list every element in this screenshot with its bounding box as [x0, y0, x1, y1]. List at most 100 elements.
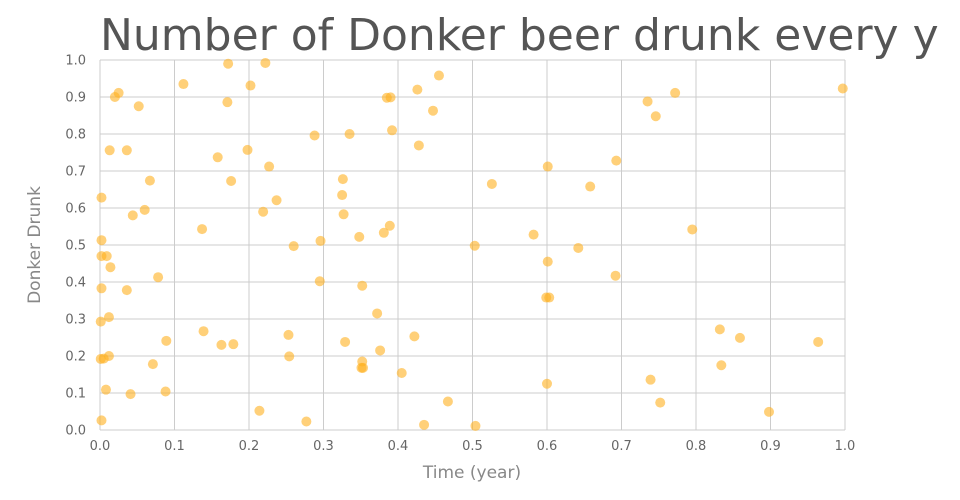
- data-point[interactable]: [542, 378, 552, 389]
- data-point[interactable]: [544, 292, 555, 303]
- data-point[interactable]: [301, 416, 312, 427]
- data-point[interactable]: [121, 145, 132, 156]
- data-point[interactable]: [378, 227, 389, 238]
- data-point[interactable]: [260, 57, 271, 68]
- data-point[interactable]: [96, 283, 107, 294]
- data-point[interactable]: [133, 101, 144, 112]
- data-point[interactable]: [409, 331, 420, 342]
- data-point[interactable]: [264, 161, 275, 172]
- data-point[interactable]: [271, 195, 282, 206]
- data-point[interactable]: [837, 83, 848, 94]
- data-point[interactable]: [412, 84, 423, 95]
- data-point[interactable]: [340, 336, 351, 347]
- data-point[interactable]: [284, 351, 295, 362]
- data-point[interactable]: [655, 397, 666, 408]
- data-point[interactable]: [104, 145, 115, 156]
- data-point[interactable]: [197, 224, 208, 235]
- y-tick-label: 0.1: [65, 387, 86, 402]
- data-point[interactable]: [357, 280, 368, 291]
- y-tick-label: 0.7: [65, 165, 86, 180]
- data-point[interactable]: [105, 262, 116, 273]
- data-point[interactable]: [222, 97, 233, 108]
- data-point[interactable]: [470, 420, 481, 431]
- data-point[interactable]: [242, 144, 253, 155]
- data-point[interactable]: [223, 58, 234, 69]
- data-point[interactable]: [337, 190, 348, 201]
- data-point[interactable]: [125, 389, 136, 400]
- data-point[interactable]: [573, 242, 584, 253]
- data-point[interactable]: [528, 229, 539, 240]
- data-point[interactable]: [611, 155, 622, 166]
- data-point[interactable]: [226, 175, 237, 186]
- data-point[interactable]: [228, 339, 239, 350]
- x-tick-label: 0.3: [313, 439, 334, 454]
- data-point[interactable]: [542, 256, 553, 267]
- data-point[interactable]: [670, 87, 681, 98]
- data-point[interactable]: [442, 396, 453, 407]
- data-point[interactable]: [610, 270, 621, 281]
- data-point[interactable]: [198, 326, 209, 337]
- data-point[interactable]: [413, 140, 424, 151]
- data-point[interactable]: [96, 192, 107, 203]
- data-point[interactable]: [95, 316, 106, 327]
- data-point[interactable]: [716, 360, 727, 371]
- data-point[interactable]: [486, 178, 497, 189]
- data-point[interactable]: [100, 384, 111, 395]
- data-point[interactable]: [428, 105, 439, 116]
- data-point[interactable]: [338, 209, 349, 220]
- data-point[interactable]: [245, 80, 256, 91]
- data-point[interactable]: [375, 345, 386, 356]
- data-point[interactable]: [687, 224, 698, 235]
- data-point[interactable]: [139, 204, 150, 215]
- data-point[interactable]: [354, 231, 365, 242]
- data-point[interactable]: [96, 235, 107, 246]
- data-point[interactable]: [283, 329, 294, 340]
- y-tick-label: 0.5: [65, 239, 86, 254]
- data-point[interactable]: [650, 111, 661, 122]
- data-point[interactable]: [642, 96, 653, 107]
- data-point[interactable]: [387, 125, 398, 136]
- data-point[interactable]: [813, 336, 824, 347]
- x-tick-label: 0.1: [164, 439, 185, 454]
- data-point[interactable]: [384, 220, 395, 231]
- data-point[interactable]: [254, 405, 265, 416]
- data-point[interactable]: [419, 419, 430, 430]
- data-point[interactable]: [344, 129, 355, 139]
- data-point[interactable]: [433, 70, 444, 81]
- data-point[interactable]: [144, 175, 155, 186]
- data-point[interactable]: [714, 324, 725, 335]
- data-point[interactable]: [153, 272, 164, 283]
- y-tick-label: 0.9: [65, 91, 86, 106]
- data-point[interactable]: [98, 353, 109, 364]
- data-point[interactable]: [160, 386, 171, 397]
- data-point[interactable]: [469, 240, 480, 251]
- data-point[interactable]: [127, 210, 138, 221]
- data-point[interactable]: [396, 368, 407, 379]
- data-point[interactable]: [258, 206, 269, 217]
- data-point[interactable]: [314, 276, 325, 287]
- data-point[interactable]: [585, 181, 596, 192]
- data-point[interactable]: [357, 362, 368, 373]
- y-axis-ticks: 0.0 0.1 0.2 0.3 0.4 0.5 0.6 0.7 0.8 0.9 1.0: [65, 54, 86, 439]
- data-point[interactable]: [178, 79, 189, 90]
- data-point[interactable]: [309, 130, 320, 141]
- data-point[interactable]: [764, 406, 775, 417]
- data-point[interactable]: [121, 285, 132, 296]
- data-point[interactable]: [161, 335, 172, 346]
- data-point[interactable]: [645, 374, 656, 385]
- data-point[interactable]: [216, 339, 227, 350]
- data-point[interactable]: [385, 92, 396, 103]
- data-point[interactable]: [542, 161, 553, 172]
- data-point[interactable]: [734, 332, 745, 343]
- data-point[interactable]: [109, 92, 120, 102]
- data-point[interactable]: [147, 359, 158, 370]
- data-point[interactable]: [337, 174, 348, 185]
- data-point[interactable]: [103, 312, 114, 323]
- data-point[interactable]: [96, 415, 107, 426]
- data-point[interactable]: [315, 235, 326, 246]
- data-point[interactable]: [372, 308, 383, 319]
- data-point[interactable]: [212, 152, 223, 163]
- data-point[interactable]: [288, 241, 299, 252]
- data-point[interactable]: [101, 251, 112, 262]
- y-axis-title: Donker Drunk: [25, 186, 45, 304]
